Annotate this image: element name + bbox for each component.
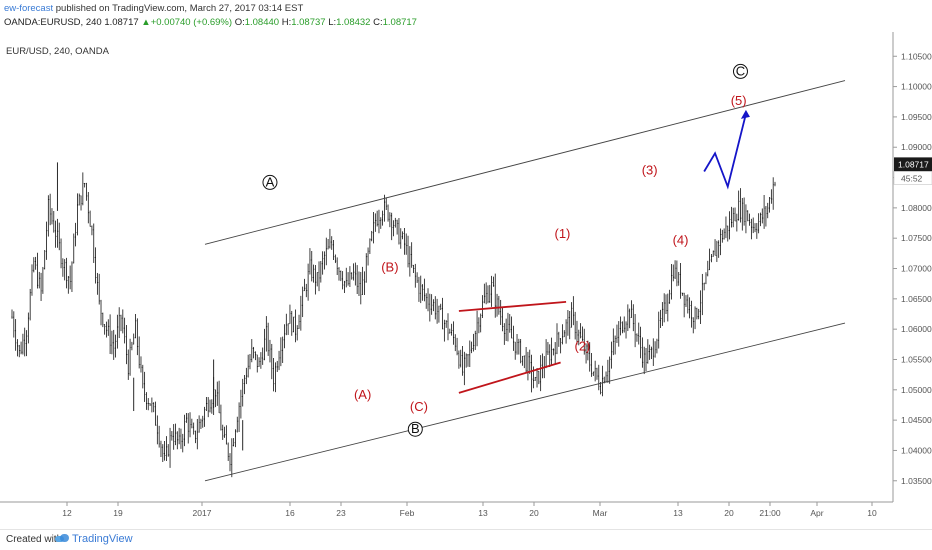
high-value: 1.08737 — [291, 17, 326, 28]
last-price: 1.08717 — [104, 17, 139, 28]
footer: Created with TradingView — [0, 529, 932, 550]
x-tick-label: 20 — [529, 508, 539, 518]
wave-label: (C) — [410, 399, 428, 414]
y-tick-label: 1.06000 — [901, 324, 932, 334]
x-tick-label: Mar — [593, 508, 608, 518]
triangle-line — [458, 361, 561, 394]
x-tick-label: 16 — [285, 508, 295, 518]
y-tick-label: 1.10500 — [901, 51, 932, 61]
y-tick-label: 1.09000 — [901, 142, 932, 152]
x-tick-label: 20 — [724, 508, 734, 518]
triangle-line — [458, 300, 567, 312]
close-label: C: — [373, 17, 383, 28]
x-tick-label: 13 — [673, 508, 683, 518]
y-tick-label: 1.07500 — [901, 233, 932, 243]
chart-symbol-label: EUR/USD, 240, OANDA — [6, 46, 109, 57]
x-tick-label: Apr — [810, 508, 823, 518]
y-tick-label: 1.05500 — [901, 354, 932, 364]
wave-circle — [407, 421, 423, 437]
open-label: O: — [234, 17, 245, 28]
tradingview-brand: TradingView — [72, 533, 133, 545]
y-tick-label: 1.06500 — [901, 294, 932, 304]
wave-circle — [262, 174, 278, 190]
wave-label: (5) — [731, 93, 747, 108]
tradingview-logo[interactable]: TradingView — [55, 533, 133, 545]
channel-lower-line — [204, 322, 846, 482]
countdown-badge-bg — [893, 171, 932, 185]
x-tick-label: 23 — [336, 508, 346, 518]
wave-label: (3) — [642, 163, 658, 178]
chart-header: ew-forecast published on TradingView.com… — [0, 0, 932, 32]
publish-line: ew-forecast published on TradingView.com… — [4, 3, 303, 14]
projection-arrowhead — [740, 109, 750, 119]
wave-label-circled: A — [266, 174, 275, 189]
wave-label-circled: B — [411, 421, 420, 436]
publish-info: published on TradingView.com, March 27, … — [55, 3, 304, 14]
x-tick-label: 2017 — [193, 508, 212, 518]
price-badge-value: 1.08717 — [898, 159, 929, 169]
wave-label-circled: C — [736, 63, 745, 78]
quote-line: OANDA:EURUSD, 240 1.08717 ▲+0.00740 (+0.… — [4, 17, 417, 28]
channel-upper-line — [204, 80, 846, 245]
chart-area[interactable]: 1.105001.100001.095001.090001.085001.080… — [0, 32, 932, 529]
wave-label: (4) — [673, 232, 689, 247]
projection-path — [703, 113, 747, 190]
y-tick-label: 1.04500 — [901, 415, 932, 425]
created-with-label: Created with — [6, 534, 63, 545]
author-link[interactable]: ew-forecast — [4, 3, 54, 14]
price-badge-bg — [894, 157, 932, 172]
high-label: H: — [281, 17, 292, 28]
y-tick-label: 1.07000 — [901, 264, 932, 274]
wave-circle — [732, 63, 748, 79]
tradingview-cloud-icon — [55, 534, 69, 544]
x-tick-label: 10 — [867, 508, 877, 518]
x-tick-label: 13 — [478, 508, 488, 518]
y-tick-label: 1.04000 — [901, 445, 932, 455]
wave-label: (2) — [574, 338, 590, 353]
x-tick-label: Feb — [400, 508, 415, 518]
y-tick-label: 1.08000 — [901, 203, 932, 213]
y-tick-label: 1.05000 — [901, 385, 932, 395]
up-arrow-icon: ▲ — [141, 17, 151, 28]
countdown-value: 45:52 — [901, 173, 923, 183]
x-tick-label: 19 — [113, 508, 123, 518]
x-tick-label: 12 — [62, 508, 72, 518]
low-value: 1.08432 — [336, 17, 371, 28]
y-tick-label: 1.03500 — [901, 476, 932, 486]
symbol-name: OANDA:EURUSD, 240 — [4, 17, 102, 28]
y-tick-label: 1.09500 — [901, 112, 932, 122]
low-label: L: — [328, 17, 337, 28]
price-change: +0.00740 (+0.69%) — [150, 17, 233, 28]
wave-label: (A) — [354, 387, 371, 402]
price-chart[interactable]: 1.105001.100001.095001.090001.085001.080… — [0, 32, 932, 529]
close-value: 1.08717 — [382, 17, 417, 28]
y-tick-label: 1.10000 — [901, 82, 932, 92]
x-tick-label: 21:00 — [759, 508, 781, 518]
wave-label: (1) — [555, 226, 571, 241]
wave-label: (B) — [381, 260, 398, 275]
open-value: 1.08440 — [244, 17, 280, 28]
